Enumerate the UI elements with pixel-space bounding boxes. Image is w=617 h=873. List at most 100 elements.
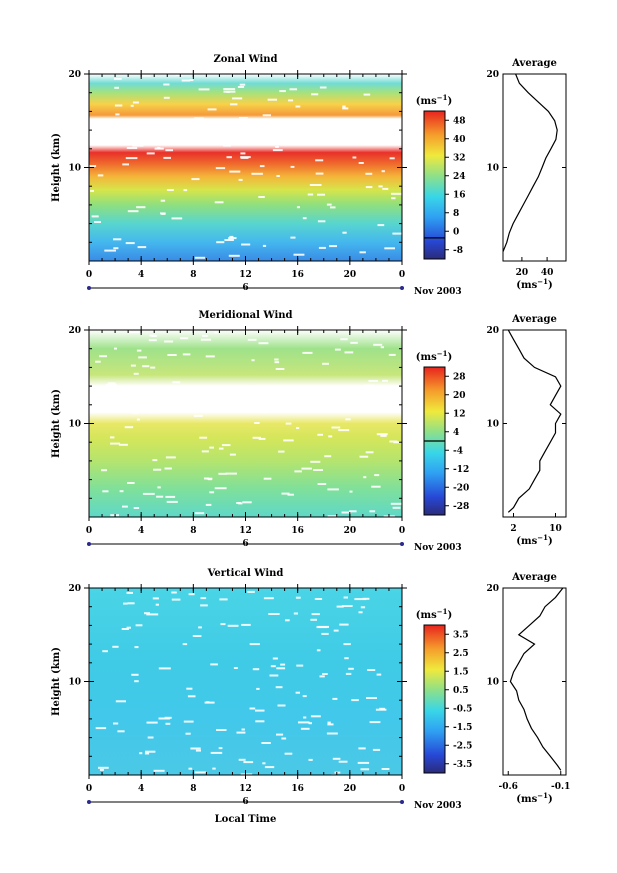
y-axis-label: Height (km) [51, 647, 62, 716]
data-gap [146, 721, 158, 724]
x-tick-label: 16 [291, 526, 304, 536]
data-gap [135, 624, 143, 627]
data-gap [110, 436, 115, 439]
data-gap [294, 140, 304, 143]
data-gap [190, 747, 201, 750]
data-gap [263, 597, 274, 600]
data-gap [295, 105, 301, 108]
data-gap [142, 492, 155, 495]
data-gap [332, 697, 338, 700]
colorbar-tick-label: 20 [453, 391, 466, 401]
data-gap [291, 398, 300, 401]
data-gap [285, 422, 292, 425]
data-gap [127, 482, 135, 484]
data-gap [113, 247, 119, 250]
data-gap [262, 114, 271, 117]
data-gap [214, 127, 225, 130]
data-gap [295, 596, 301, 599]
data-gap [205, 355, 215, 358]
data-gap [375, 708, 387, 711]
data-gap [344, 657, 349, 660]
data-gap [296, 427, 300, 429]
data-gap [132, 101, 139, 104]
data-gap [150, 366, 156, 369]
x-tick-label: 20 [344, 526, 357, 536]
data-gap [233, 667, 238, 669]
average-frame [502, 329, 567, 518]
date-axis-end [400, 542, 404, 546]
date-label: Nov 2003 [414, 801, 462, 811]
data-gap [247, 590, 255, 593]
y-axis-label: Height (km) [51, 389, 62, 458]
data-gap [332, 757, 341, 760]
data-gap [391, 197, 396, 200]
data-gap [274, 361, 280, 364]
average-x-label: (ms−1) [516, 791, 552, 805]
colorbar-tick-label: -12 [453, 465, 469, 475]
data-gap [278, 450, 285, 453]
data-gap [153, 468, 162, 471]
data-gap [302, 217, 307, 220]
data-gap [380, 134, 388, 137]
data-gap [114, 86, 119, 89]
data-gap [343, 596, 348, 599]
y-tick-label: 20 [68, 584, 81, 594]
data-gap [315, 159, 324, 162]
data-gap [218, 747, 223, 750]
average-frame [502, 587, 567, 776]
data-gap [200, 597, 207, 600]
data-gap [389, 157, 395, 160]
colorbar-tick-label: -20 [453, 483, 469, 493]
data-gap [136, 349, 142, 352]
data-gap [157, 146, 161, 149]
data-gap [316, 649, 321, 652]
data-gap [165, 722, 171, 725]
data-gap [363, 93, 371, 96]
date-label: Nov 2003 [414, 287, 462, 297]
x-tick-label: 0 [86, 526, 92, 536]
data-gap [214, 331, 218, 334]
colorbar-unit: (ms−1) [416, 607, 452, 621]
heatmap-field [89, 330, 402, 517]
data-gap [142, 365, 150, 368]
data-gap [91, 141, 100, 144]
data-gap [209, 446, 214, 449]
data-gap [364, 384, 375, 387]
data-gap [145, 750, 156, 753]
data-gap [123, 602, 128, 605]
data-gap [242, 501, 252, 504]
data-gap [133, 372, 139, 375]
data-gap [229, 170, 241, 173]
data-gap [341, 605, 353, 607]
data-gap [239, 117, 248, 119]
data-gap [313, 123, 326, 126]
data-gap [167, 354, 177, 356]
data-gap [208, 478, 212, 481]
colorbar-tick-label: 4 [453, 428, 459, 438]
data-gap [186, 687, 193, 690]
data-gap [296, 664, 304, 667]
data-gap [144, 612, 150, 615]
colorbar-unit: (ms−1) [416, 93, 452, 107]
y-tick-label: 20 [68, 70, 81, 80]
colorbar-tick-label: -1.5 [453, 723, 472, 733]
data-gap [302, 695, 307, 698]
data-gap [164, 340, 174, 343]
data-gap [223, 88, 236, 91]
data-gap [198, 626, 202, 629]
x-tick-label: 4 [138, 784, 144, 794]
average-x-label: (ms−1) [516, 277, 552, 291]
colorbar-tick-label: 24 [453, 172, 466, 182]
data-gap [122, 505, 128, 508]
data-gap [280, 663, 286, 666]
data-gap [218, 447, 224, 450]
data-gap [300, 727, 310, 730]
data-gap [261, 742, 271, 744]
data-gap [308, 758, 313, 761]
data-gap [288, 99, 294, 102]
data-gap [329, 245, 337, 248]
data-gap [232, 97, 243, 100]
data-gap [175, 74, 183, 76]
date-tick-label: 6 [242, 797, 248, 807]
data-gap [116, 139, 120, 142]
